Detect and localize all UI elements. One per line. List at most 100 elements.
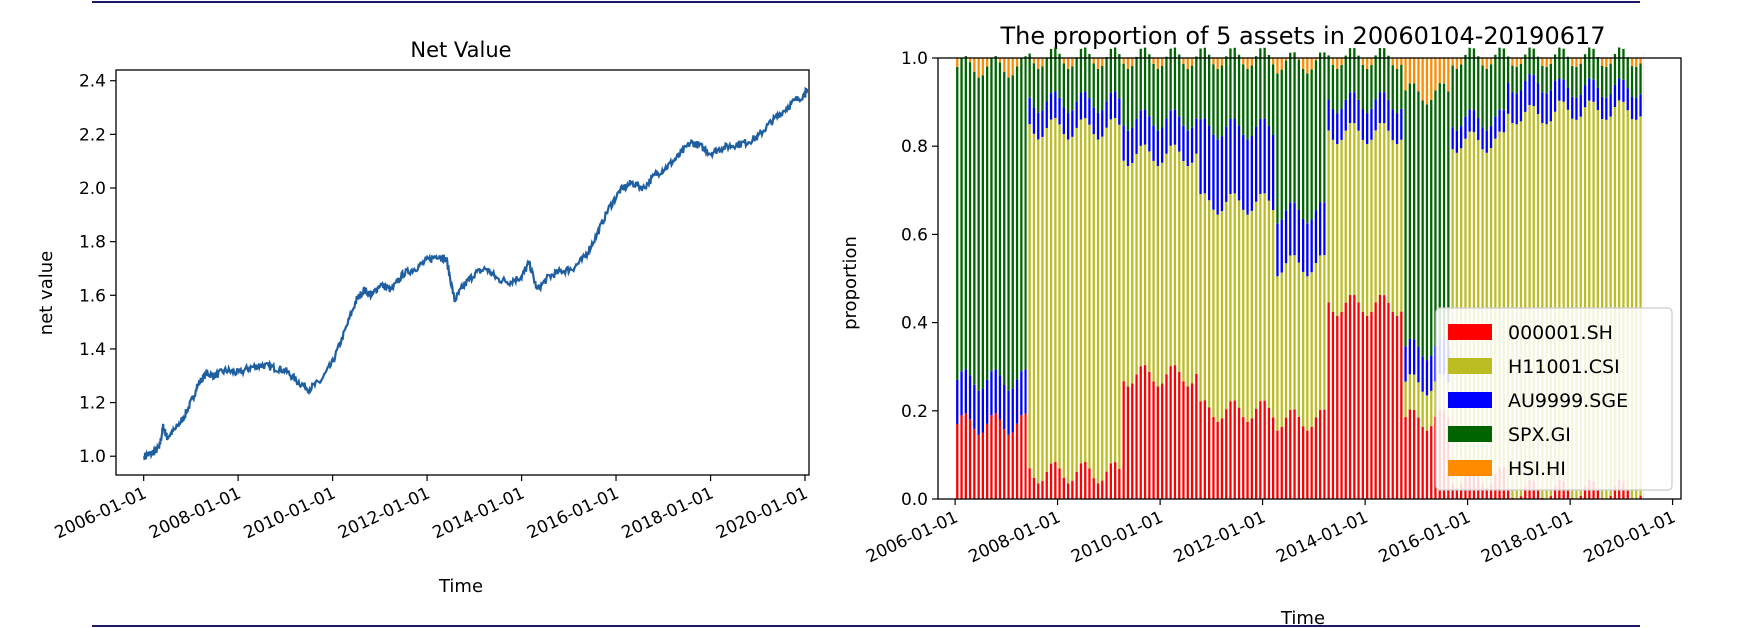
bar-hsi-131 — [1515, 58, 1518, 67]
bar-hsi-53 — [1182, 58, 1185, 64]
right-ytick-label-1: 0.2 — [901, 402, 928, 422]
bar-hsi-144 — [1571, 58, 1574, 66]
bar-hsi-60 — [1212, 58, 1215, 65]
bar-au-77 — [1284, 210, 1288, 264]
bar-spx-135 — [1532, 48, 1535, 76]
bar-csi-126 — [1494, 138, 1497, 474]
bar-spx-61 — [1216, 69, 1219, 140]
right-xtick-label-6: 2018-01-01 — [1478, 507, 1576, 567]
bar-csi-35 — [1105, 127, 1108, 472]
bar-spx-103 — [1395, 69, 1399, 114]
bar-spx-58 — [1203, 47, 1206, 119]
bar-hsi-82 — [1306, 58, 1309, 74]
bar-au-30 — [1084, 91, 1087, 119]
bar-hsi-74 — [1272, 58, 1275, 65]
bar-sh-95 — [1361, 311, 1364, 499]
bar-csi-43 — [1139, 145, 1142, 367]
bar-sh-56 — [1195, 374, 1198, 499]
bar-sh-17 — [1028, 468, 1031, 499]
bar-csi-58 — [1203, 193, 1206, 401]
bar-spx-43 — [1139, 48, 1142, 111]
bar-hsi-14 — [1015, 58, 1019, 67]
bar-spx-146 — [1579, 63, 1582, 95]
bar-csi-154 — [1613, 106, 1617, 487]
bar-csi-134 — [1528, 105, 1531, 480]
bar-csi-97 — [1370, 139, 1373, 312]
bar-csi-47 — [1156, 166, 1159, 387]
bar-au-94 — [1357, 99, 1360, 131]
bar-sh-88 — [1331, 311, 1335, 499]
bar-spx-102 — [1391, 65, 1394, 110]
bar-sh-109 — [1421, 426, 1424, 499]
bar-au-31 — [1088, 98, 1091, 125]
bar-spx-98 — [1374, 55, 1377, 100]
bar-spx-4 — [973, 71, 976, 385]
bar-au-63 — [1225, 126, 1228, 202]
bar-au-107 — [1413, 339, 1416, 375]
bar-au-29 — [1079, 93, 1083, 120]
bar-au-7 — [986, 379, 989, 424]
bar-sh-150 — [1596, 489, 1599, 499]
bar-csi-76 — [1280, 272, 1283, 427]
bar-sh-44 — [1143, 365, 1147, 499]
left-ytick-label-0: 1.0 — [79, 447, 106, 467]
bar-spx-71 — [1259, 48, 1262, 119]
right-chart-title: The proportion of 5 assets in 20060104-2… — [999, 22, 1605, 50]
bar-csi-21 — [1045, 128, 1048, 472]
bar-au-69 — [1250, 135, 1253, 211]
bar-sh-24 — [1058, 468, 1061, 499]
bar-csi-49 — [1165, 153, 1168, 375]
bar-hsi-152 — [1605, 58, 1608, 67]
bar-spx-137 — [1541, 65, 1544, 93]
left-chart-xlabel: Time — [438, 576, 483, 597]
bar-spx-45 — [1148, 54, 1151, 116]
bar-spx-30 — [1084, 47, 1087, 92]
bar-au-59 — [1208, 125, 1211, 201]
bar-sh-51 — [1173, 365, 1177, 499]
bar-csi-80 — [1297, 262, 1300, 417]
bar-spx-27 — [1071, 66, 1074, 111]
bar-spx-109 — [1421, 100, 1424, 357]
bar-sh-37 — [1114, 462, 1117, 499]
bar-sh-55 — [1190, 383, 1194, 499]
bar-au-147 — [1583, 85, 1587, 108]
bar-spx-25 — [1062, 63, 1065, 108]
bar-spx-142 — [1562, 48, 1565, 80]
bar-sh-59 — [1208, 407, 1211, 499]
bar-spx-160 — [1639, 63, 1642, 95]
bar-au-80 — [1297, 209, 1300, 263]
bar-spx-53 — [1182, 64, 1185, 126]
bar-csi-25 — [1062, 133, 1065, 478]
bar-spx-88 — [1331, 64, 1335, 109]
bar-au-130 — [1511, 92, 1514, 123]
bar-spx-121 — [1472, 48, 1476, 111]
bar-sh-77 — [1284, 417, 1288, 499]
bar-hsi-81 — [1302, 58, 1305, 69]
bar-sh-71 — [1259, 401, 1262, 499]
bar-spx-126 — [1494, 54, 1497, 117]
bar-au-135 — [1532, 75, 1535, 106]
bar-au-132 — [1519, 90, 1523, 122]
bar-csi-34 — [1101, 136, 1104, 481]
bar-sh-0 — [956, 424, 959, 499]
bar-au-57 — [1199, 119, 1202, 195]
bar-spx-26 — [1067, 68, 1070, 113]
bar-au-85 — [1319, 202, 1322, 256]
bar-spx-41 — [1131, 65, 1134, 128]
bar-spx-12 — [1007, 77, 1010, 391]
bar-sh-97 — [1370, 311, 1373, 499]
bar-sh-19 — [1037, 483, 1040, 499]
bar-csi-39 — [1122, 160, 1125, 382]
bar-csi-103 — [1395, 144, 1399, 316]
bar-au-38 — [1118, 98, 1121, 125]
bar-spx-37 — [1114, 47, 1117, 92]
bar-sh-133 — [1524, 486, 1527, 499]
net-value-line — [143, 86, 809, 460]
bar-hsi-113 — [1438, 58, 1441, 84]
bar-sh-21 — [1045, 472, 1048, 499]
bar-au-11 — [1003, 385, 1006, 430]
bar-csi-22 — [1049, 119, 1053, 464]
bar-sh-46 — [1152, 381, 1155, 499]
bar-csi-95 — [1361, 139, 1364, 312]
bar-hsi-130 — [1511, 58, 1514, 66]
